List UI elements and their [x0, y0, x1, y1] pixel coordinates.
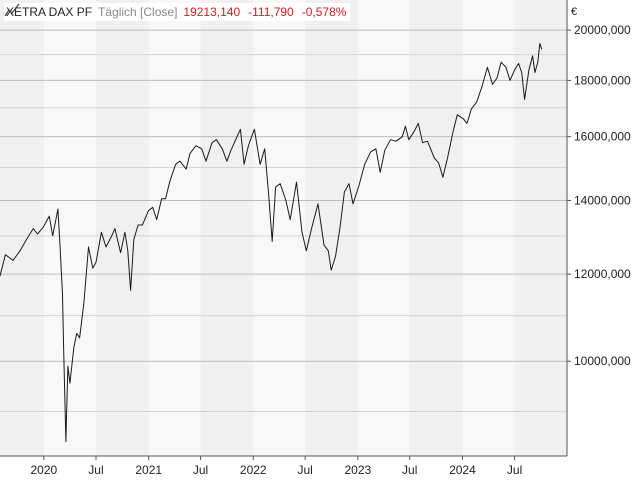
- y-tick-label: 18000,000: [574, 73, 631, 87]
- time-band: [409, 0, 463, 456]
- line-chart-icon: [4, 3, 20, 17]
- instrument-name: XETRA DAX PF: [6, 5, 93, 19]
- price-change-percent: -0,578%: [301, 5, 347, 19]
- time-band: [514, 0, 567, 456]
- x-tick-label: Jul: [297, 463, 312, 477]
- time-band: [253, 0, 306, 456]
- y-tick-label: 20000,000: [574, 23, 631, 37]
- time-band: [305, 0, 358, 456]
- x-tick-label: 2020: [30, 463, 57, 477]
- time-band: [200, 0, 254, 456]
- x-tick-label: 2024: [449, 463, 476, 477]
- x-tick-label: 2021: [135, 463, 162, 477]
- time-band: [148, 0, 201, 456]
- price-change: -111,790: [248, 5, 294, 19]
- x-tick-label: 2023: [344, 463, 371, 477]
- time-band: [95, 0, 149, 456]
- x-tick-label: Jul: [402, 463, 417, 477]
- time-band: [0, 0, 44, 456]
- x-tick-label: Jul: [88, 463, 103, 477]
- x-tick-label: 2022: [240, 463, 267, 477]
- frequency-label: Täglich [Close]: [98, 5, 178, 19]
- y-tick-label: 16000,000: [574, 130, 631, 144]
- currency-label: €: [571, 6, 577, 18]
- time-band: [357, 0, 410, 456]
- y-tick-label: 10000,000: [574, 354, 631, 368]
- time-band: [462, 0, 515, 456]
- price-line: [0, 42, 543, 443]
- x-tick-label: Jul: [507, 463, 522, 477]
- x-tick-label: Jul: [193, 463, 208, 477]
- chart-header: XETRA DAX PF Täglich [Close] 19213,140 -…: [4, 3, 351, 21]
- y-tick-label: 14000,000: [574, 193, 631, 207]
- last-price: 19213,140: [183, 5, 241, 19]
- y-tick-label: 12000,000: [574, 267, 631, 281]
